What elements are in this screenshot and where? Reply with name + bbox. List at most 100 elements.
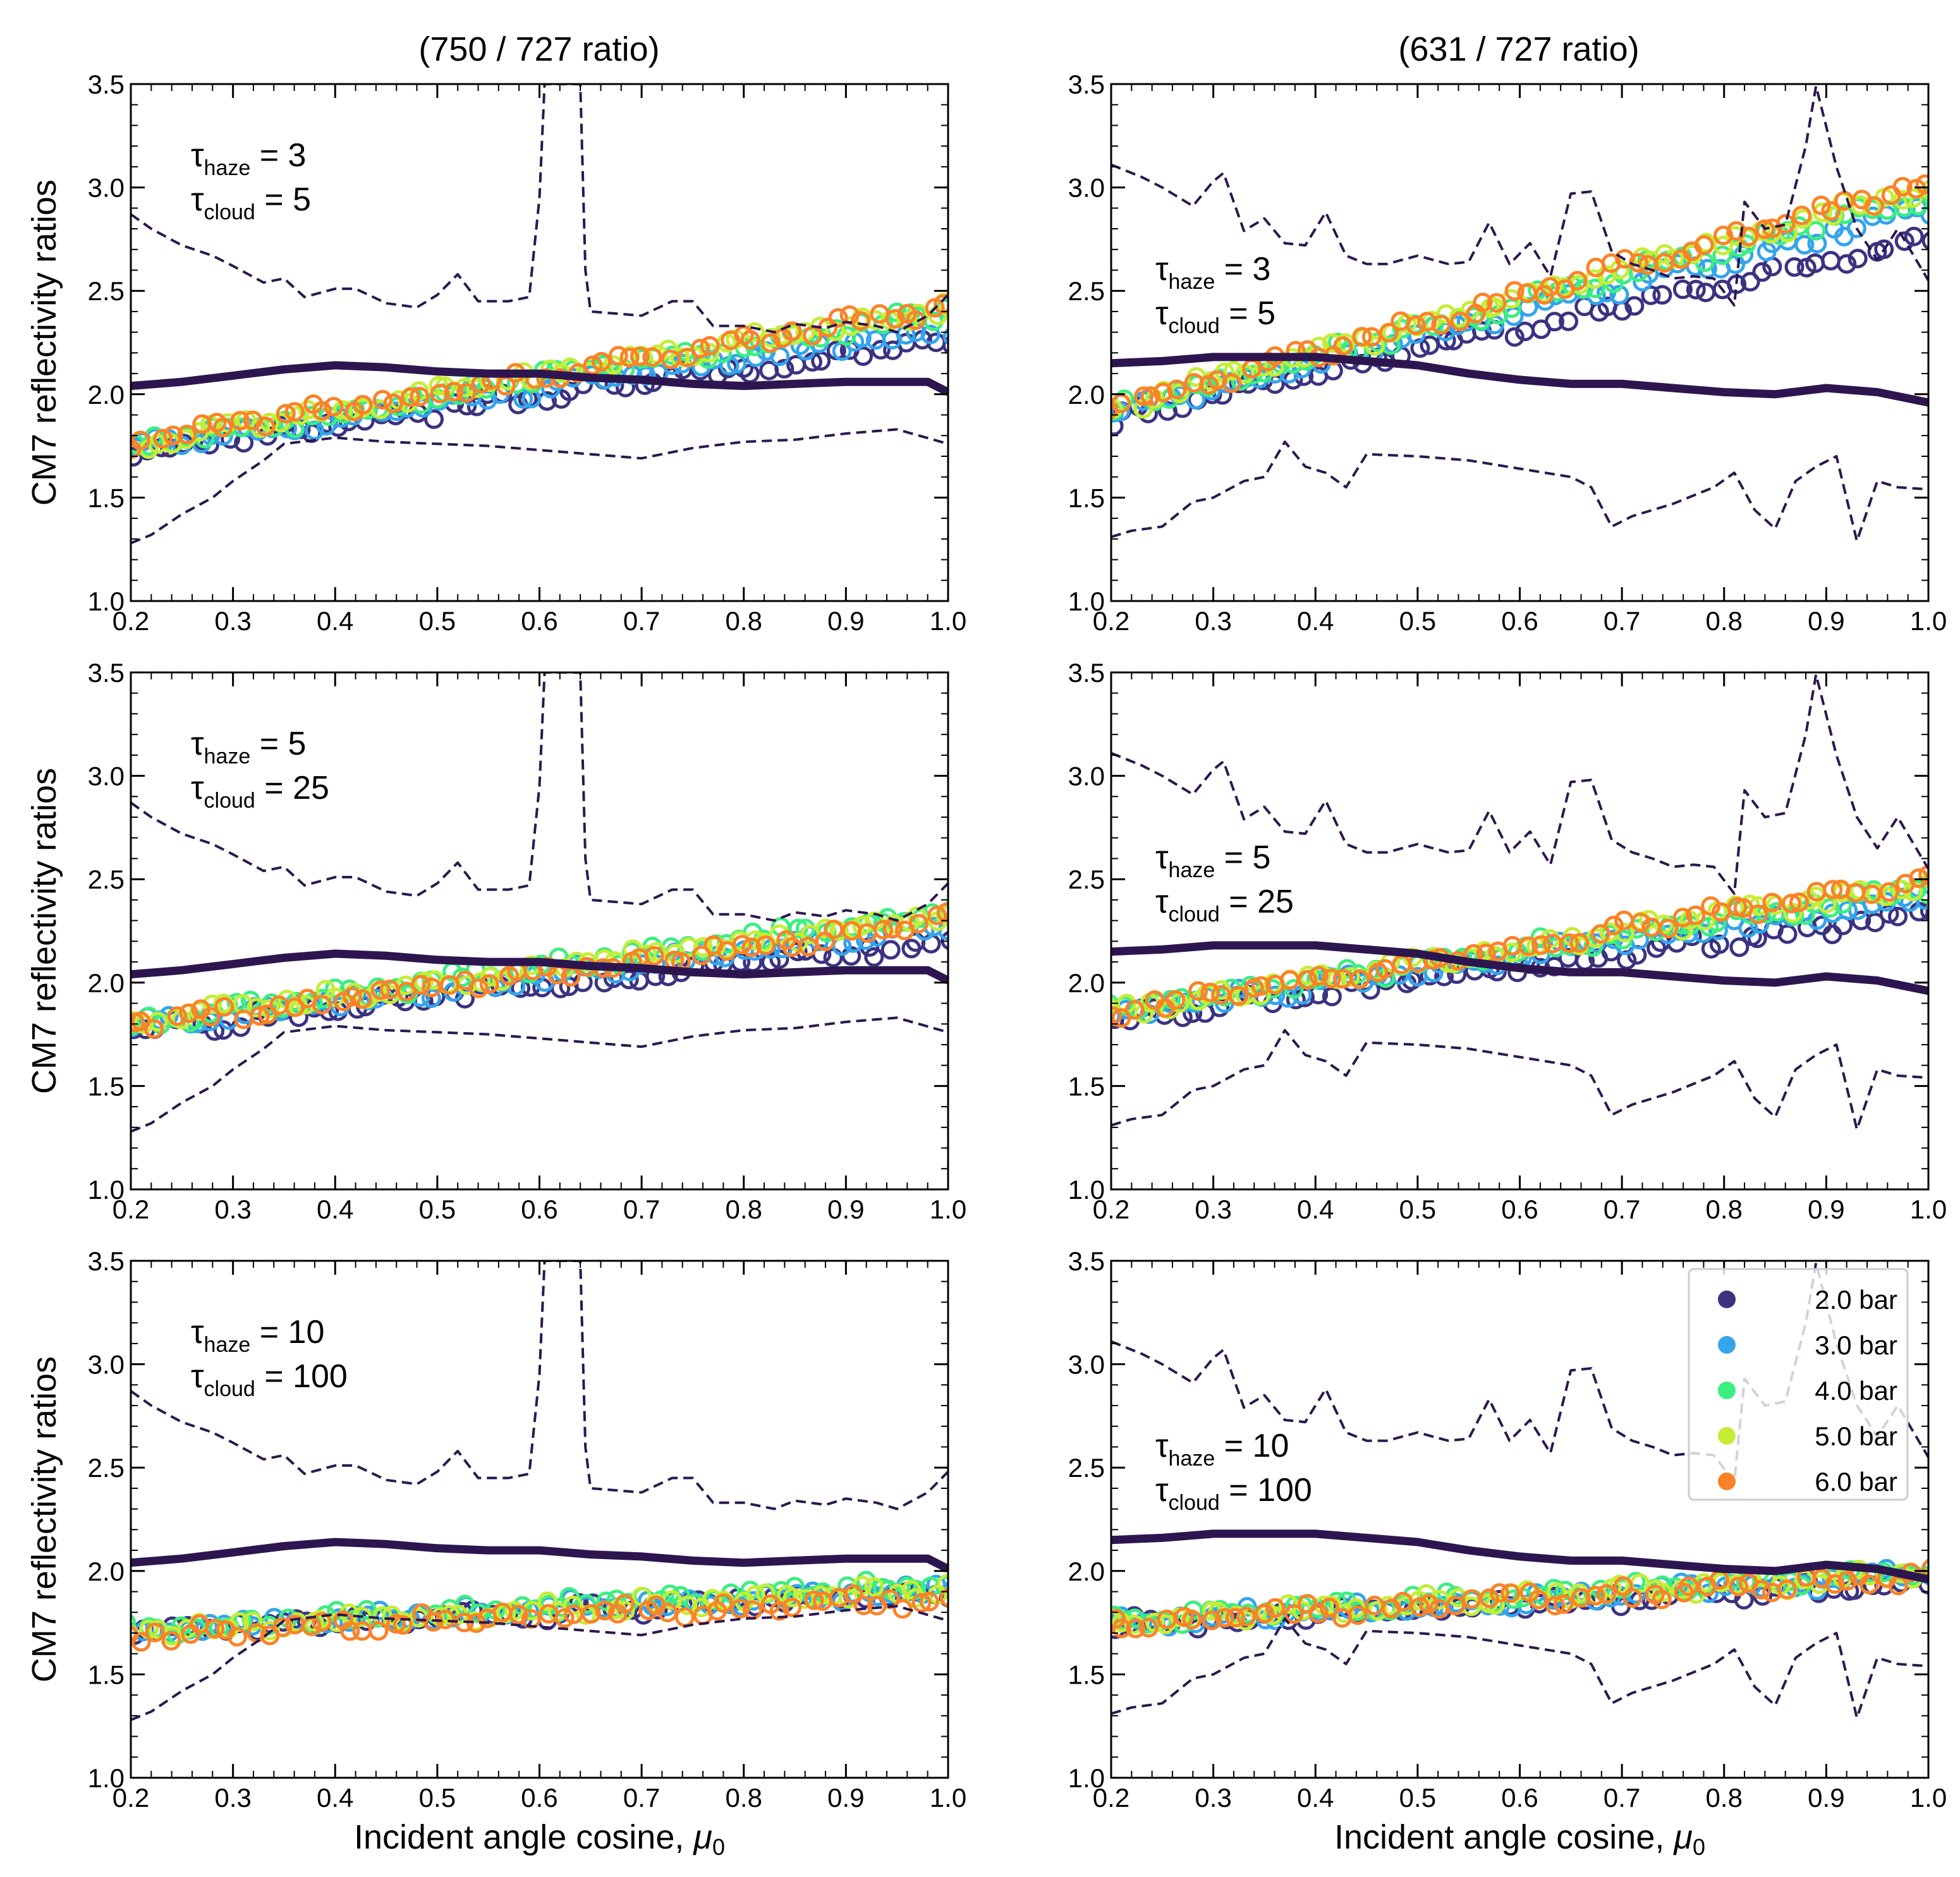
data-point — [642, 347, 662, 367]
tau-cloud-label: τcloud = 25 — [1155, 884, 1294, 926]
legend-marker — [1718, 1382, 1736, 1399]
data-point — [1892, 177, 1913, 197]
data-point — [1225, 1608, 1245, 1628]
data-point — [873, 913, 893, 933]
data-point — [658, 1603, 678, 1623]
y-tick-label: 3.0 — [88, 1350, 125, 1380]
panel-3: 0.2 0.3 0.4 0.5 0.6 0.7 0.8 0.9 1.0 1.0 1.5 2.0 2.5 3… — [25, 658, 966, 1224]
x-tick-label: 0.5 — [1399, 1194, 1436, 1224]
data-point — [298, 400, 318, 420]
data-point — [1909, 868, 1928, 888]
data-point — [843, 1584, 863, 1605]
y-tick-label: 3.0 — [1068, 762, 1105, 791]
data-point — [1807, 233, 1827, 253]
data-point — [1622, 1588, 1643, 1608]
data-point — [131, 430, 150, 451]
data-point — [167, 1006, 188, 1026]
data-point — [1624, 296, 1645, 316]
data-point — [927, 906, 947, 926]
data-point — [1182, 1610, 1202, 1630]
data-point — [1487, 293, 1507, 313]
data-point — [1811, 195, 1831, 216]
x-tick-label: 0.2 — [1093, 606, 1129, 636]
data-point — [832, 936, 852, 956]
data-point — [1322, 987, 1342, 1007]
observed-lower-line — [131, 1016, 948, 1133]
y-tick-label: 3.5 — [88, 1246, 125, 1276]
x-tick-label: 0.8 — [726, 1194, 762, 1224]
data-point — [1559, 933, 1580, 953]
data-point — [1729, 1576, 1749, 1596]
data-point — [243, 1612, 263, 1632]
data-point — [480, 967, 501, 987]
data-point — [1837, 1570, 1858, 1591]
x-tick-label: 0.4 — [317, 1783, 353, 1813]
data-point — [1825, 1574, 1845, 1594]
data-point — [1707, 913, 1727, 932]
data-point — [1686, 905, 1706, 925]
data-point — [702, 1589, 722, 1609]
data-point — [214, 997, 234, 1017]
data-point — [782, 1597, 802, 1617]
tau-cloud-label: τcloud = 5 — [1155, 295, 1275, 338]
x-tick-label: 0.6 — [1501, 1783, 1538, 1813]
data-point — [1865, 913, 1885, 933]
y-tick-label: 1.0 — [88, 586, 125, 616]
data-point — [368, 1621, 389, 1641]
data-point — [393, 1615, 413, 1635]
x-tick-label: 1.0 — [1910, 606, 1947, 636]
data-point — [880, 940, 901, 960]
data-point — [760, 333, 781, 353]
data-point — [714, 1593, 734, 1613]
x-tick-label: 0.4 — [1297, 1783, 1334, 1813]
y-tick-label: 2.5 — [1068, 865, 1105, 894]
data-point — [1751, 1579, 1772, 1600]
data-point — [1696, 282, 1716, 303]
x-tick-label: 1.0 — [930, 1783, 966, 1813]
data-point — [907, 906, 927, 926]
data-point — [1545, 312, 1564, 332]
data-point — [508, 1605, 528, 1625]
data-point — [873, 920, 894, 940]
data-point — [836, 326, 856, 346]
data-point — [1694, 235, 1714, 255]
data-point — [1138, 1618, 1159, 1638]
data-point — [940, 931, 948, 951]
x-tick-label: 0.2 — [113, 606, 149, 636]
data-point — [202, 994, 222, 1014]
data-point — [383, 393, 403, 413]
data-point — [1652, 1589, 1672, 1610]
data-point — [1531, 935, 1551, 955]
tau-cloud-label: τcloud = 100 — [1155, 1472, 1312, 1515]
data-point — [1755, 219, 1775, 240]
panel-5: 0.2 0.3 0.4 0.5 0.6 0.7 0.8 0.9 1.0 1.0 1.5 2.0 2.5 3… — [25, 1246, 966, 1860]
data-point — [1236, 1607, 1257, 1627]
x-tick-label: 1.0 — [1910, 1783, 1947, 1813]
column-title-right: (631 / 727 ratio) — [1398, 30, 1639, 68]
data-point — [325, 978, 345, 999]
data-point — [1111, 996, 1117, 1015]
data-point — [1777, 924, 1798, 944]
data-point — [1200, 982, 1220, 1002]
data-point — [1915, 174, 1928, 194]
data-point — [1340, 967, 1360, 987]
data-point — [424, 409, 444, 429]
data-point — [755, 935, 776, 956]
data-point — [1559, 312, 1578, 331]
y-tick-label: 2.0 — [88, 968, 125, 998]
observed-lower-line — [1111, 1029, 1928, 1131]
data-point — [250, 1006, 270, 1026]
x-tick-label: 0.3 — [1195, 1783, 1231, 1813]
data-point — [312, 1612, 332, 1632]
data-point — [1794, 234, 1815, 255]
data-point — [230, 411, 250, 431]
data-point — [644, 945, 664, 966]
x-tick-label: 0.8 — [1706, 606, 1743, 636]
x-tick-label: 0.6 — [521, 1783, 557, 1813]
data-point — [1571, 1588, 1591, 1608]
data-point — [1417, 312, 1437, 332]
data-point — [1585, 1586, 1605, 1606]
data-point — [1504, 281, 1525, 301]
data-point — [1166, 990, 1186, 1010]
